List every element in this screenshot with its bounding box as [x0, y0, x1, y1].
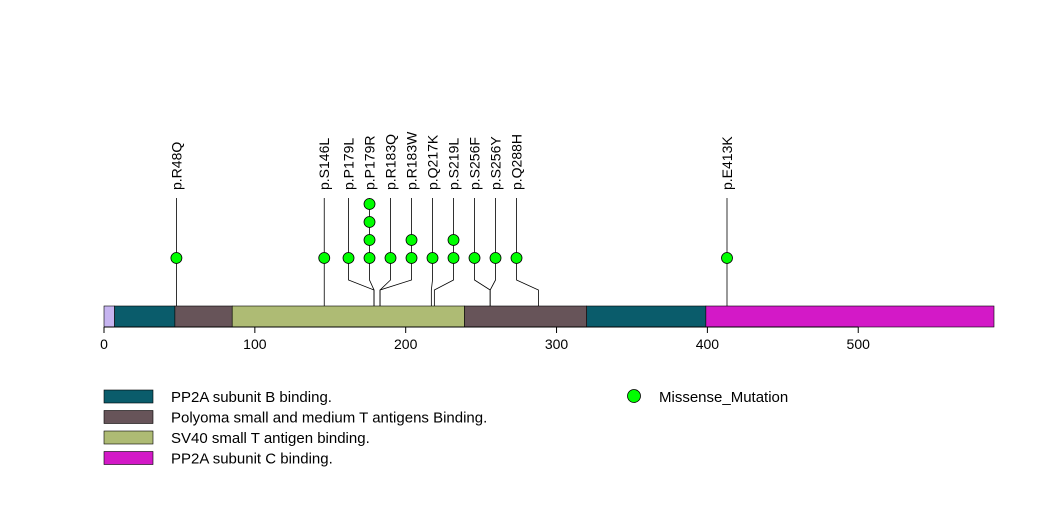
legend-label: SV40 small T antigen binding. [171, 430, 370, 447]
legend-swatch [103, 410, 154, 424]
domain-segment-3 [231, 305, 465, 328]
mutation-dot [489, 252, 502, 264]
axis-tick-label: 400 [696, 336, 720, 352]
mutation-labels: p.R48Q p.S146L p.P179L p.P179R p.R183Q p.R183… [168, 131, 735, 190]
domain-segment-2 [174, 305, 233, 328]
mutation-dot [510, 252, 523, 264]
legend-label: PP2A subunit C binding. [171, 451, 333, 468]
mutation-label: p.E413K [719, 136, 735, 190]
mutation-label: p.P179L [341, 138, 357, 190]
legend-swatch [103, 430, 154, 445]
protein-domains [103, 305, 995, 328]
mutation-label: p.R48Q [168, 142, 184, 190]
legend-swatch [103, 451, 154, 465]
mutation-label: p.R183Q [383, 134, 399, 190]
mutation-dot [318, 252, 331, 264]
legend-label: Polyoma small and medium T antigens Bind… [171, 410, 487, 427]
mutation-dot [363, 252, 376, 264]
domain-segment-5 [586, 305, 707, 328]
mutation-dot [447, 252, 460, 264]
mutation-dot [405, 234, 418, 246]
domain-segment-4 [464, 305, 588, 328]
mutation-label: p.Q217K [425, 134, 441, 190]
domain-segment-1 [114, 305, 176, 328]
axis-tick-label: 300 [545, 336, 569, 352]
mutation-dot [342, 252, 355, 264]
mutation-dot [363, 234, 376, 246]
legend: PP2A subunit B binding. Polyoma small and… [103, 389, 788, 468]
mutation-dot [363, 216, 376, 228]
domain-segment-6 [705, 305, 995, 328]
mutation-dot [468, 252, 481, 264]
mutation-dot [405, 252, 418, 264]
legend-mutation-dot [627, 389, 641, 403]
mutation-label: p.R183W [404, 131, 420, 190]
axis-tick-label: 500 [847, 336, 871, 352]
legend-mutation-label: Missense_Mutation [659, 389, 788, 406]
axis-tick-label: 200 [394, 336, 418, 352]
mutation-label: p.S146L [316, 138, 332, 190]
x-axis: 0 100 200 300 400 500 [100, 326, 871, 352]
axis-tick-label: 100 [243, 336, 267, 352]
axis-tick-label: 0 [100, 336, 108, 352]
mutation-dot [384, 252, 397, 264]
mutation-dot [721, 252, 733, 264]
mutation-dot [363, 198, 376, 210]
mutation-label: p.S219L [446, 138, 462, 190]
mutation-dot [426, 252, 439, 264]
mutation-points [170, 198, 733, 264]
mutation-label: p.P179R [362, 136, 378, 190]
mutation-dot [170, 252, 183, 264]
mutation-label: p.S256Y [488, 136, 504, 190]
mutation-label: p.S256F [467, 137, 483, 190]
domain-segment-0 [103, 305, 115, 328]
legend-swatch [103, 389, 154, 404]
mutation-label: p.Q288H [509, 134, 525, 190]
mutation-dot [447, 234, 460, 246]
legend-label: PP2A subunit B binding. [171, 389, 332, 406]
